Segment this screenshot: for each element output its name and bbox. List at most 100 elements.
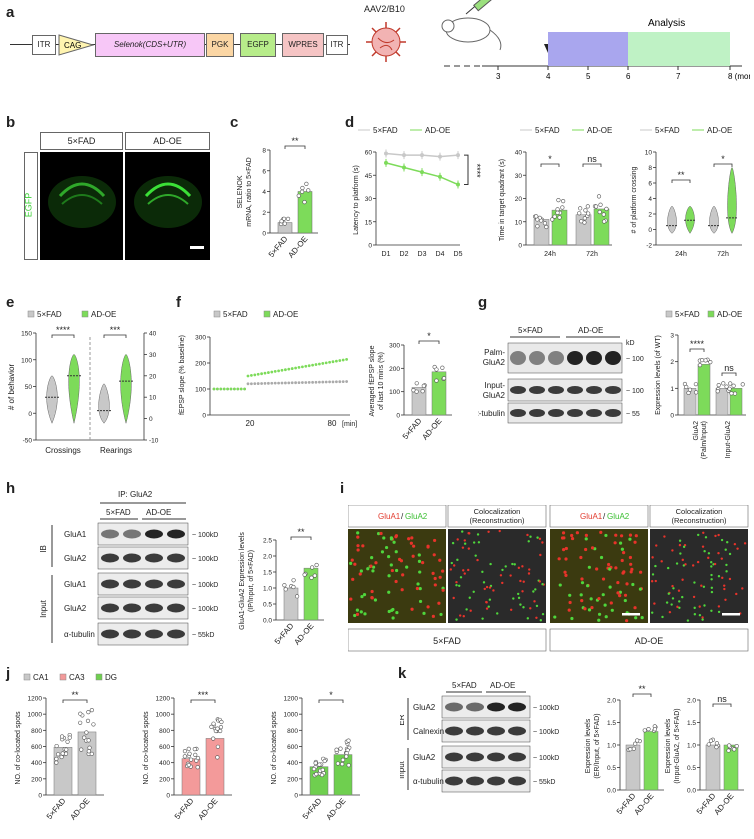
f1-point-fad bbox=[263, 382, 267, 385]
i-spot bbox=[590, 546, 595, 550]
i-spot bbox=[488, 586, 492, 589]
j-dot bbox=[344, 754, 349, 759]
i-spot bbox=[698, 613, 702, 617]
i-spot bbox=[359, 610, 363, 614]
f1-point-fad bbox=[335, 380, 338, 384]
i-spot bbox=[561, 531, 566, 535]
f2-y-tick-label: 100 bbox=[389, 389, 400, 396]
g-blot-band bbox=[567, 386, 583, 394]
e-legend-fad-label: 5×FAD bbox=[37, 310, 62, 319]
f1-point-oe bbox=[253, 373, 257, 377]
i-spot bbox=[534, 588, 537, 591]
c-dot bbox=[302, 200, 307, 205]
h-mw-label: ~ 55kD bbox=[192, 632, 214, 639]
i-spot bbox=[584, 547, 588, 552]
f1-point-fad bbox=[314, 380, 318, 384]
g-sig1-label: **** bbox=[690, 339, 705, 349]
i-spot bbox=[517, 592, 520, 596]
d2-dot bbox=[585, 204, 590, 209]
i-spot bbox=[433, 576, 437, 581]
i-spot bbox=[371, 565, 376, 569]
i-spot bbox=[468, 596, 471, 599]
i-spot bbox=[363, 612, 367, 616]
g-x-label: (Palm/Input) bbox=[701, 421, 708, 459]
timeline-tick: 6 bbox=[626, 72, 631, 81]
d1-point bbox=[402, 165, 406, 170]
j-x-label: AD-OE bbox=[196, 797, 219, 822]
d2-dot bbox=[561, 199, 566, 204]
j-dot bbox=[187, 751, 192, 756]
i-spot bbox=[586, 584, 590, 588]
i-spot bbox=[467, 568, 470, 572]
g-dot bbox=[703, 358, 708, 363]
e-y-left-tick-label: 50 bbox=[25, 384, 33, 391]
panel-label-h: h bbox=[6, 480, 16, 497]
g-y-tick-label: 0 bbox=[670, 413, 674, 420]
i-spot bbox=[452, 596, 455, 600]
c-dot bbox=[306, 188, 311, 193]
k-blot-strip bbox=[441, 745, 531, 769]
f1-point-oe bbox=[250, 374, 253, 377]
pgk-label: PGK bbox=[211, 40, 229, 49]
f1-point-oe bbox=[267, 371, 270, 374]
g-kd-label: kD bbox=[626, 340, 635, 347]
i-spot bbox=[736, 547, 739, 550]
h-x-label: 5×FAD bbox=[273, 621, 296, 646]
selenok-box: Selenok(CDS+UTR) bbox=[95, 33, 205, 57]
i-spot bbox=[714, 534, 717, 538]
i-spot bbox=[461, 530, 464, 533]
i-spot bbox=[620, 558, 624, 563]
i-spot bbox=[463, 542, 467, 545]
f1-point-oe bbox=[297, 366, 301, 369]
i-spot bbox=[370, 556, 374, 560]
brain-section-fad bbox=[48, 176, 116, 228]
g-dot bbox=[699, 357, 705, 363]
i-spot bbox=[485, 607, 489, 610]
e-legend-oe-label: AD-OE bbox=[91, 310, 116, 319]
g-blot-strip bbox=[507, 342, 623, 374]
g-blot-band bbox=[529, 409, 545, 417]
i-spot bbox=[355, 612, 360, 616]
k-mw-label: ~ 100kD bbox=[533, 729, 559, 736]
h-y-tick-label: 1.0 bbox=[263, 586, 272, 593]
d2-dot bbox=[550, 217, 555, 222]
k-row-label: GluA2 bbox=[413, 753, 436, 762]
d1-x-label: D1 bbox=[382, 251, 391, 258]
i-spot bbox=[693, 606, 696, 610]
i-spot bbox=[472, 541, 476, 544]
i-spot bbox=[625, 582, 629, 586]
j-dot bbox=[215, 755, 220, 760]
i-spot bbox=[529, 535, 532, 538]
c-sig-bracket bbox=[284, 145, 306, 149]
i-spot bbox=[528, 568, 531, 571]
g-legend-fad-label: 5×FAD bbox=[675, 310, 700, 319]
i-spot bbox=[487, 605, 490, 608]
i-spot bbox=[710, 586, 714, 590]
i-spot bbox=[401, 573, 405, 577]
d1-point bbox=[438, 154, 442, 159]
h-blot-band bbox=[123, 553, 141, 563]
c-bar bbox=[297, 191, 313, 234]
i-spot bbox=[456, 538, 459, 541]
k-dot bbox=[714, 741, 719, 746]
k-dot bbox=[646, 727, 651, 732]
f1-point-fad bbox=[307, 380, 311, 384]
k-x-label: AD-OE bbox=[712, 792, 735, 817]
i-spot bbox=[452, 564, 456, 567]
i-spot bbox=[661, 615, 664, 619]
d2-y-tick-label: 10 bbox=[515, 219, 523, 226]
cag-promoter: CAG bbox=[58, 34, 94, 56]
i-spot bbox=[692, 595, 696, 599]
k-input-label: Input bbox=[400, 760, 406, 779]
i-spot bbox=[373, 598, 378, 602]
i-spot bbox=[666, 566, 670, 570]
i-spot bbox=[564, 573, 568, 577]
e-ylabel: # of behavior bbox=[7, 364, 16, 411]
i-spot bbox=[463, 572, 466, 575]
i-spot bbox=[437, 601, 441, 605]
j-dot bbox=[85, 718, 91, 723]
f2-y-tick-label: 300 bbox=[389, 343, 400, 350]
i-spot bbox=[415, 586, 419, 591]
k-sig-1-bracket bbox=[712, 703, 732, 707]
i-spot bbox=[382, 536, 386, 540]
